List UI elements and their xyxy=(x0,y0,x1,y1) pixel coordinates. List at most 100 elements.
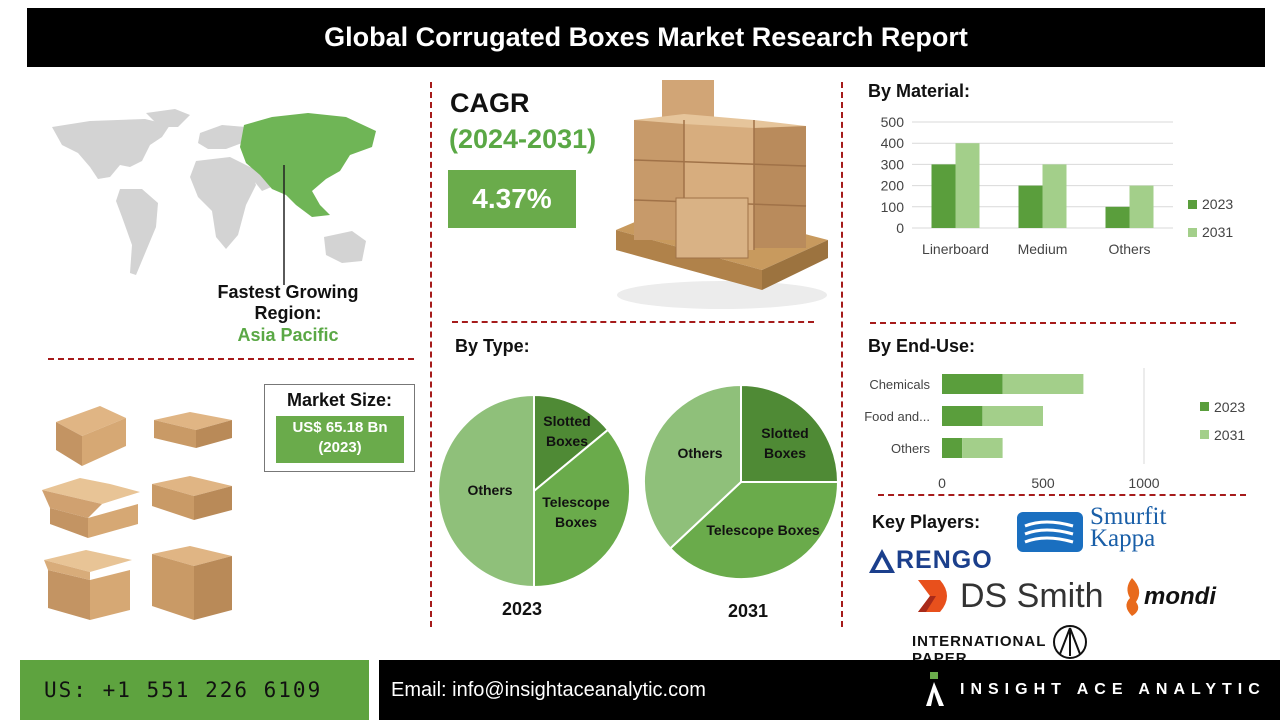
divider-right-top xyxy=(870,322,1236,324)
market-size-frame xyxy=(264,384,415,472)
end-use-title: By End-Use: xyxy=(868,336,976,356)
material-xtick-label: Linerboard xyxy=(922,241,989,257)
end-use-bar-2023 xyxy=(942,406,983,426)
rengo-text: RENGO xyxy=(896,546,993,574)
material-bar-2023 xyxy=(1018,185,1043,228)
smurfit-kappa-logo-icon xyxy=(1017,512,1083,552)
pie-slice-slotted-boxes xyxy=(740,383,840,483)
material-xtick-label: Others xyxy=(1108,241,1150,257)
material-ytick-label: 200 xyxy=(881,178,905,194)
cagr-label: CAGR xyxy=(450,88,530,118)
material-ytick-label: 100 xyxy=(881,199,905,215)
pie-slice-label: Slotted xyxy=(761,425,808,441)
pie-2023-label: 2023 xyxy=(502,599,543,619)
end-use-bar-2031 xyxy=(962,438,1003,458)
footer-brand: INSIGHT ACE ANALYTIC xyxy=(960,681,1266,698)
cagr-period: (2024-2031) xyxy=(449,124,597,154)
material-legend-swatch xyxy=(1188,200,1197,209)
fastest-growing-label: Fastest Growing Region: xyxy=(217,282,359,323)
market-size-box: US$ 65.18 Bn (2023) xyxy=(276,416,404,463)
end-use-xtick-label: 0 xyxy=(938,475,946,491)
end-use-legend-label: 2023 xyxy=(1214,399,1245,415)
international-paper-logo-icon: INTERNATIONAL PAPER xyxy=(912,624,1142,667)
pie-slice-label: Boxes xyxy=(546,433,588,449)
material-bar-2023 xyxy=(1105,206,1130,228)
material-ytick-label: 400 xyxy=(881,135,905,151)
material-legend-label: 2031 xyxy=(1202,224,1233,240)
end-use-bar-2031 xyxy=(1002,374,1084,394)
box-1 xyxy=(56,406,126,466)
fastest-growing-region: Asia Pacific xyxy=(237,325,339,345)
end-use-xtick-label: 500 xyxy=(1031,475,1055,491)
pie-slice-label: Others xyxy=(677,445,722,461)
divider-left xyxy=(48,358,414,360)
material-xtick-label: Medium xyxy=(1018,241,1068,257)
key-players-title: Key Players: xyxy=(872,512,981,532)
box-2 xyxy=(154,412,232,448)
pie-slice-label: Boxes xyxy=(764,445,806,461)
pie-slice-others xyxy=(437,393,535,589)
pie-slice-label: Telescope xyxy=(542,494,610,510)
box-5 xyxy=(44,550,132,620)
smurfit-kappa-text: Smurfit Kappa xyxy=(1090,503,1167,552)
smurfit-kappa-logo-label: Smurfit Kappa xyxy=(1090,503,1180,552)
ds-smith-logo-icon: DS Smith xyxy=(916,576,1104,616)
material-legend-swatch xyxy=(1188,228,1197,237)
report-title: Global Corrugated Boxes Market Research … xyxy=(27,8,1265,67)
material-chart: 0 100 200 300 400 500 Linerboard Medium Others 20… xyxy=(881,114,1234,257)
footer-phone[interactable]: US: +1 551 226 6109 xyxy=(20,660,369,720)
material-ytick-label: 300 xyxy=(881,156,905,172)
map-asia-pacific-highlight xyxy=(240,113,376,217)
material-title: By Material: xyxy=(868,81,971,101)
rengo-triangle-icon xyxy=(869,548,895,573)
mondi-text: mondi xyxy=(1144,583,1216,610)
divider-vertical-left xyxy=(430,82,432,627)
divider-vertical-right xyxy=(841,82,843,627)
divider-right-bottom xyxy=(878,494,1246,496)
pie-slice-label: Boxes xyxy=(555,514,597,530)
material-bar-2023 xyxy=(931,164,956,228)
material-ytick-label: 0 xyxy=(896,220,904,236)
end-use-legend-swatch xyxy=(1200,402,1209,411)
material-bar-2031 xyxy=(955,143,980,228)
pie-slice-telescope-boxes xyxy=(668,481,840,580)
pie-chart-2031: Slotted Boxes Telescope Boxes Others xyxy=(643,383,840,580)
end-use-bar-2031 xyxy=(982,406,1043,426)
box-3 xyxy=(42,478,140,538)
pie-slice-label: Telescope Boxes xyxy=(706,522,820,538)
end-use-legend-swatch xyxy=(1200,430,1209,439)
pie-slice-label: Others xyxy=(467,482,512,498)
cardboard-box-icon xyxy=(42,406,232,620)
pie-slice-slotted-boxes xyxy=(533,393,610,494)
ds-smith-text: DS Smith xyxy=(960,576,1104,615)
end-use-xtick-label: 1000 xyxy=(1128,475,1159,491)
end-use-chart: 0 500 1000 Chemicals Food and... Others 2023 20… xyxy=(864,368,1245,491)
material-bar-2031 xyxy=(1042,164,1067,228)
end-use-category-label: Others xyxy=(891,441,931,456)
end-use-bar-2023 xyxy=(942,438,963,458)
mondi-logo-icon: mondi xyxy=(1120,576,1216,618)
material-bar-2031 xyxy=(1129,185,1154,228)
rengo-logo-icon: RENGO xyxy=(868,546,993,575)
map-grey-continents xyxy=(52,109,366,275)
footer-email[interactable]: Email: info@insightaceanalytic.com xyxy=(391,678,706,701)
box-pallet-icon xyxy=(616,80,828,309)
pie-slice-telescope-boxes xyxy=(533,428,631,589)
cagr-value: 4.37% xyxy=(448,170,576,228)
end-use-category-label: Food and... xyxy=(864,409,930,424)
box-4 xyxy=(152,476,232,520)
footer-bar: Email: info@insightaceanalytic.com xyxy=(379,660,1280,720)
market-size-value: US$ 65.18 Bn xyxy=(292,419,388,436)
market-size-year: (2023) xyxy=(318,439,362,456)
mondi-flame-icon xyxy=(1126,578,1140,616)
end-use-category-label: Chemicals xyxy=(869,377,930,392)
ds-smith-mark-icon xyxy=(918,580,947,612)
pie-chart-2023: Slotted Boxes Telescope Boxes Others xyxy=(437,393,631,589)
box-6 xyxy=(152,546,232,620)
world-map-icon xyxy=(52,109,376,285)
material-legend-label: 2023 xyxy=(1202,196,1233,212)
end-use-bar-2023 xyxy=(942,374,1003,394)
material-ytick-label: 500 xyxy=(881,114,905,130)
type-title: By Type: xyxy=(455,336,530,356)
end-use-legend-label: 2031 xyxy=(1214,427,1245,443)
